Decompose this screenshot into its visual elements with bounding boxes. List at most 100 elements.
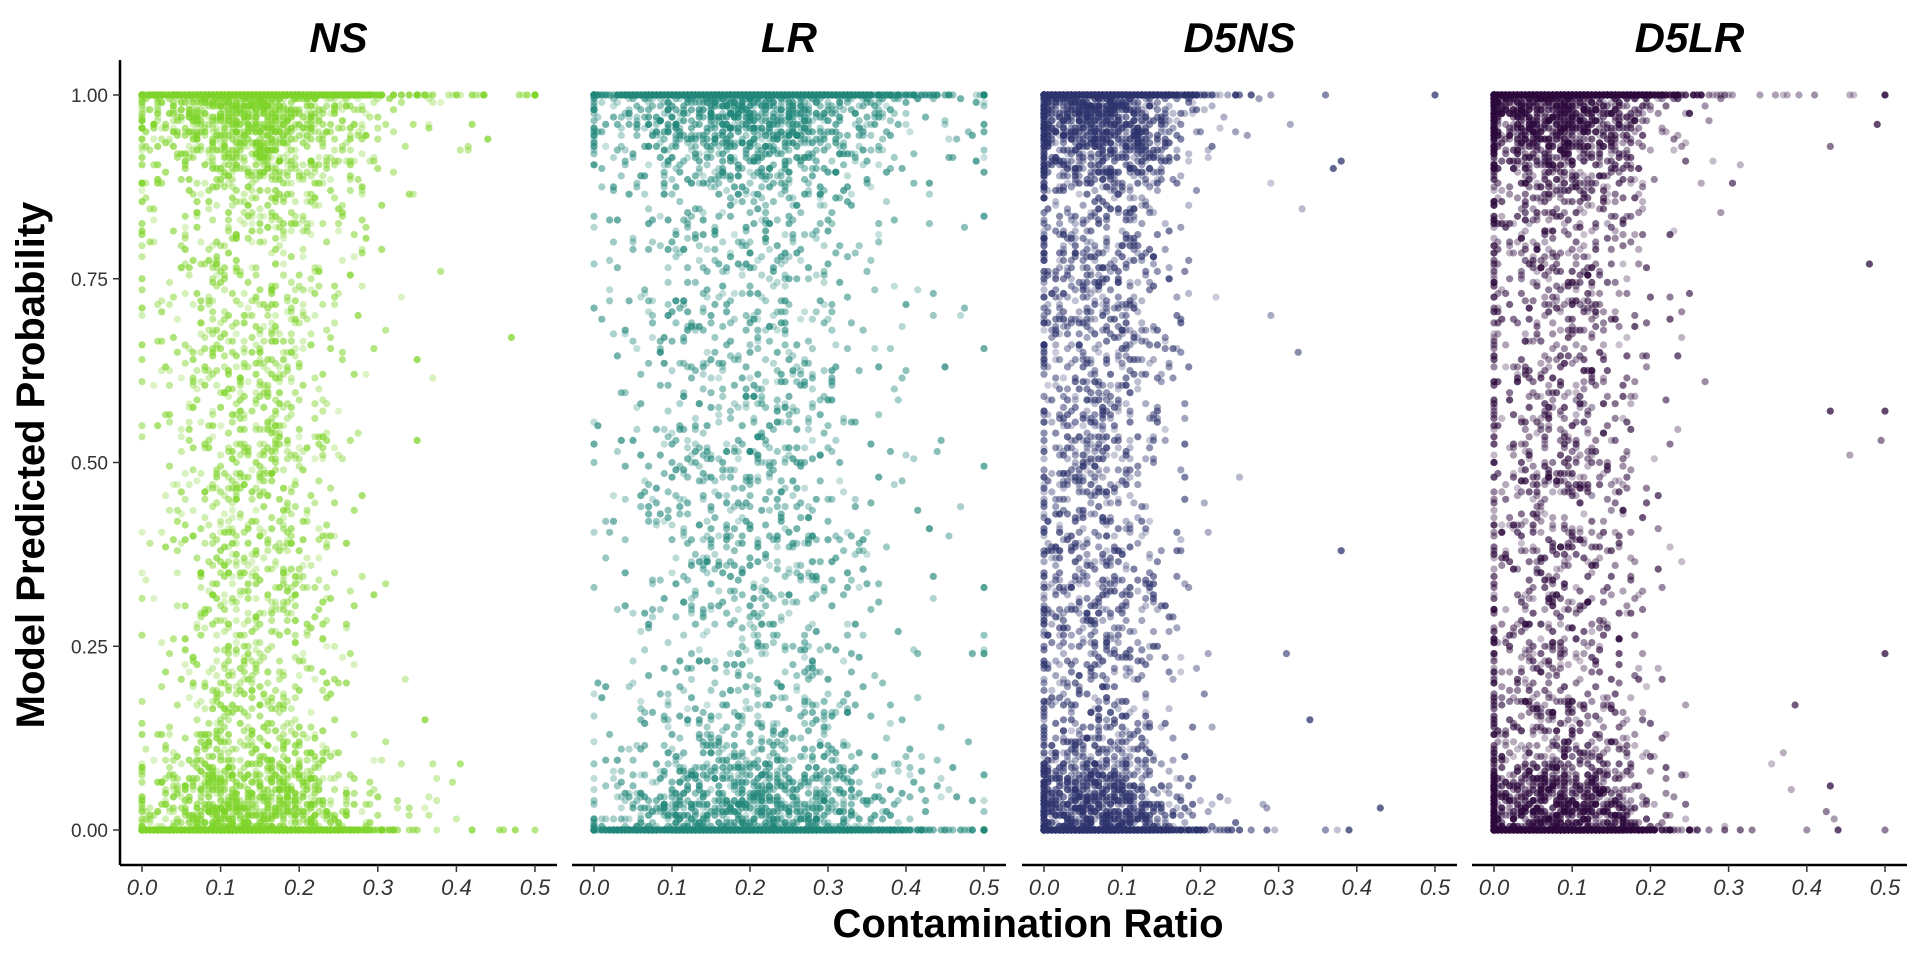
data-point — [138, 378, 146, 386]
data-point — [374, 811, 382, 819]
data-point — [138, 311, 146, 320]
data-point — [350, 506, 358, 514]
data-point — [283, 616, 291, 625]
data-point — [272, 146, 280, 154]
data-point — [272, 727, 280, 735]
data-point — [315, 605, 323, 614]
data-point — [331, 642, 339, 650]
data-point — [268, 565, 276, 573]
data-point — [193, 367, 201, 375]
data-point — [307, 708, 315, 717]
data-point — [193, 179, 201, 187]
data-point — [378, 201, 386, 209]
data-point — [264, 389, 272, 397]
data-point — [323, 811, 331, 819]
data-point — [358, 492, 366, 500]
data-point — [295, 572, 303, 581]
data-point — [272, 455, 280, 463]
data-point — [264, 741, 272, 750]
data-point — [224, 249, 233, 257]
data-point — [205, 436, 213, 444]
data-point — [248, 804, 256, 812]
data-point — [201, 705, 209, 713]
data-point — [279, 694, 288, 702]
data-point — [252, 613, 260, 621]
data-point — [303, 198, 311, 206]
data-point — [189, 356, 197, 364]
data-point — [264, 356, 272, 364]
data-point — [201, 128, 209, 136]
data-point — [311, 414, 319, 422]
data-point — [185, 436, 193, 444]
data-point — [299, 161, 307, 169]
data-point — [248, 495, 256, 503]
data-point — [456, 146, 464, 154]
data-point — [228, 774, 236, 783]
data-point — [232, 363, 240, 371]
data-point — [268, 153, 276, 162]
data-point — [256, 576, 264, 584]
data-point — [291, 616, 299, 625]
data-point — [323, 429, 331, 437]
data-point — [173, 506, 181, 514]
data-point — [354, 106, 362, 114]
data-point — [232, 705, 240, 713]
data-point — [173, 569, 181, 577]
data-point — [311, 168, 319, 176]
data-point — [350, 253, 358, 261]
data-point — [350, 661, 358, 669]
data-point — [283, 547, 291, 555]
data-point — [162, 543, 170, 551]
data-point — [146, 804, 154, 812]
data-point — [299, 650, 307, 658]
data-point — [433, 774, 441, 783]
data-point — [240, 481, 248, 489]
data-point — [232, 550, 240, 559]
data-point — [256, 330, 264, 338]
data-point — [374, 113, 382, 121]
data-point — [393, 797, 402, 805]
data-point — [382, 326, 390, 334]
data-point — [275, 440, 284, 448]
data-point — [287, 609, 295, 617]
data-point — [272, 326, 280, 334]
data-point — [370, 591, 378, 599]
data-point — [220, 352, 229, 360]
data-point — [358, 106, 366, 114]
data-point — [181, 161, 189, 169]
data-point — [327, 532, 335, 540]
data-point — [138, 242, 146, 250]
data-point — [138, 117, 146, 125]
data-point — [213, 554, 221, 562]
data-point — [158, 135, 166, 143]
data-point — [197, 782, 205, 790]
data-point — [244, 451, 252, 459]
data-point — [173, 602, 181, 610]
data-point — [319, 668, 327, 676]
data-point — [244, 378, 252, 386]
data-point — [433, 797, 441, 805]
data-point — [299, 381, 307, 389]
data-point — [224, 642, 233, 650]
data-point — [213, 146, 221, 154]
data-point — [173, 547, 181, 555]
data-point — [311, 400, 319, 408]
data-point — [315, 576, 323, 584]
data-point — [197, 613, 205, 621]
data-point — [295, 462, 303, 470]
data-point — [181, 150, 189, 158]
data-point — [169, 227, 177, 235]
data-point — [197, 319, 205, 327]
data-point — [256, 477, 264, 485]
data-point — [315, 778, 323, 786]
data-point — [315, 440, 323, 448]
data-point — [346, 161, 354, 169]
data-point — [236, 425, 244, 433]
data-point — [319, 172, 327, 180]
data-point — [346, 146, 354, 154]
data-point — [224, 153, 233, 162]
data-point — [193, 804, 201, 812]
data-point — [138, 631, 146, 639]
data-point — [275, 400, 284, 408]
data-point — [397, 293, 405, 301]
